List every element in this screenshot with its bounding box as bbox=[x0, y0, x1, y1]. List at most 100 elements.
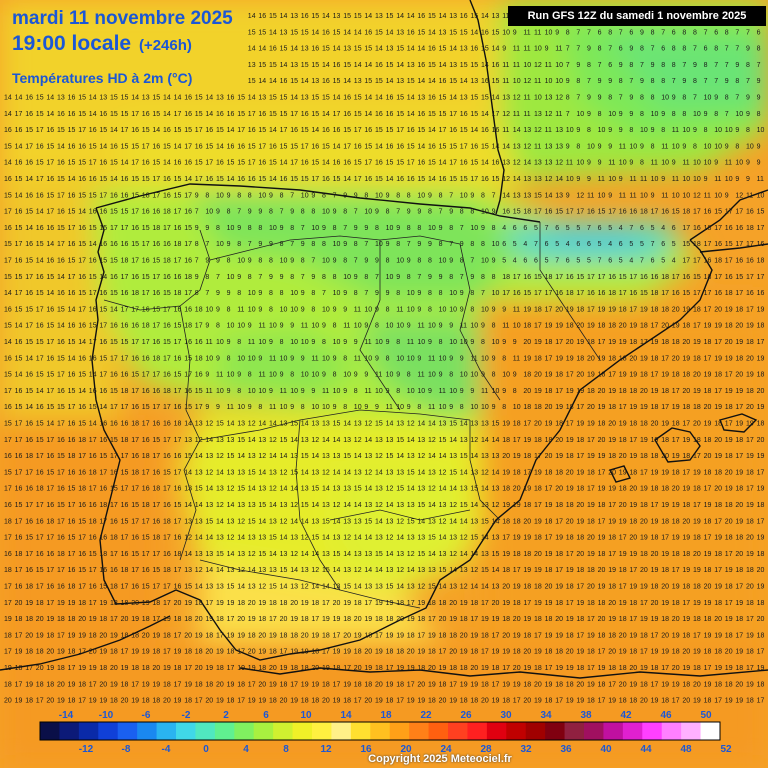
grid-value: 14 bbox=[492, 518, 500, 525]
grid-value: 16 bbox=[184, 388, 192, 395]
grid-value: 8 bbox=[428, 209, 432, 216]
grid-value: 19 bbox=[576, 518, 584, 525]
grid-value: 18 bbox=[555, 600, 563, 607]
grid-value: 10 bbox=[502, 29, 510, 36]
grid-value: 8 bbox=[354, 241, 358, 248]
grid-value: 19 bbox=[322, 616, 330, 623]
grid-value: 18 bbox=[25, 698, 33, 705]
grid-value: 18 bbox=[682, 209, 690, 216]
legend-swatch bbox=[642, 722, 663, 740]
grid-value: 19 bbox=[545, 551, 553, 558]
grid-value: 17 bbox=[672, 437, 680, 444]
legend-swatch bbox=[603, 722, 624, 740]
grid-value: 7 bbox=[301, 274, 305, 281]
grid-value: 14 bbox=[99, 143, 107, 150]
grid-value: 9 bbox=[269, 339, 273, 346]
grid-value: 17 bbox=[396, 127, 404, 134]
grid-value: 8 bbox=[629, 127, 633, 134]
grid-value: 10 bbox=[449, 339, 457, 346]
grid-value: 16 bbox=[407, 29, 415, 36]
grid-value: 16 bbox=[110, 323, 118, 330]
grid-value: 19 bbox=[46, 665, 54, 672]
grid-value: 8 bbox=[460, 209, 464, 216]
grid-value: 9 bbox=[237, 372, 241, 379]
grid-value: 19 bbox=[195, 632, 203, 639]
grid-value: 10 bbox=[343, 274, 351, 281]
grid-value: 9 bbox=[449, 323, 453, 330]
grid-value: 18 bbox=[417, 665, 425, 672]
grid-value: 17 bbox=[152, 551, 160, 558]
grid-value: 12 bbox=[375, 453, 383, 460]
grid-value: 18 bbox=[672, 600, 680, 607]
grid-value: 11 bbox=[672, 176, 679, 183]
grid-value: 17 bbox=[682, 225, 690, 232]
grid-value: 17 bbox=[449, 681, 457, 688]
grid-value: 18 bbox=[131, 290, 139, 297]
grid-value: 8 bbox=[248, 372, 252, 379]
grid-value: 8 bbox=[290, 372, 294, 379]
grid-value: 8 bbox=[396, 388, 400, 395]
grid-value: 17 bbox=[608, 209, 616, 216]
grid-value: 16 bbox=[163, 241, 171, 248]
grid-value: 18 bbox=[68, 649, 76, 656]
grid-value: 15 bbox=[322, 567, 330, 574]
grid-value: 18 bbox=[619, 486, 627, 493]
grid-value: 17 bbox=[46, 486, 54, 493]
grid-value: 16 bbox=[4, 176, 12, 183]
grid-value: 12 bbox=[269, 437, 277, 444]
grid-value: 20 bbox=[502, 453, 510, 460]
grid-value: 20 bbox=[354, 665, 362, 672]
grid-value: 19 bbox=[640, 584, 648, 591]
grid-value: 10 bbox=[301, 192, 309, 199]
grid-value: 17 bbox=[46, 209, 54, 216]
grid-value: 16 bbox=[57, 258, 65, 265]
grid-value: 9 bbox=[216, 306, 220, 313]
grid-value: 20 bbox=[131, 600, 139, 607]
grid-value: 17 bbox=[36, 584, 44, 591]
grid-value: 15 bbox=[110, 95, 118, 102]
grid-value: 19 bbox=[629, 502, 637, 509]
grid-value: 8 bbox=[449, 225, 453, 232]
grid-value: 18 bbox=[640, 502, 648, 509]
grid-value: 18 bbox=[534, 535, 542, 542]
grid-value: 17 bbox=[142, 143, 150, 150]
grid-value: 20 bbox=[439, 698, 447, 705]
grid-value: 13 bbox=[184, 437, 192, 444]
legend-swatch bbox=[117, 722, 138, 740]
grid-value: 19 bbox=[619, 518, 627, 525]
grid-value: 9 bbox=[227, 290, 231, 297]
grid-value: 15 bbox=[386, 453, 394, 460]
grid-value: 16 bbox=[46, 551, 54, 558]
grid-value: 19 bbox=[587, 551, 595, 558]
grid-value: 16 bbox=[110, 469, 118, 476]
grid-value: 14 bbox=[470, 584, 478, 591]
grid-value: 16 bbox=[174, 225, 182, 232]
grid-value: 16 bbox=[57, 339, 65, 346]
grid-value: 10 bbox=[598, 192, 606, 199]
grid-value: 10 bbox=[714, 192, 722, 199]
grid-value: 8 bbox=[672, 46, 676, 53]
grid-value: 19 bbox=[714, 665, 722, 672]
grid-value: 18 bbox=[290, 632, 298, 639]
grid-value: 13 bbox=[523, 176, 531, 183]
legend-swatch bbox=[137, 722, 158, 740]
grid-value: 17 bbox=[672, 567, 680, 574]
grid-value: 18 bbox=[661, 486, 669, 493]
grid-value: 17 bbox=[598, 518, 606, 525]
grid-value: 9 bbox=[714, 95, 718, 102]
grid-value: 13 bbox=[354, 518, 362, 525]
grid-value: 20 bbox=[36, 616, 44, 623]
grid-value: 18 bbox=[640, 632, 648, 639]
grid-value: 17 bbox=[725, 372, 733, 379]
grid-value: 13 bbox=[205, 453, 213, 460]
grid-value: 18 bbox=[619, 306, 627, 313]
grid-value: 17 bbox=[99, 469, 107, 476]
grid-value: 16 bbox=[121, 176, 129, 183]
grid-value: 17 bbox=[576, 404, 584, 411]
grid-value: 13 bbox=[333, 13, 341, 20]
grid-value: 17 bbox=[576, 584, 584, 591]
grid-value: 18 bbox=[439, 632, 447, 639]
grid-value: 19 bbox=[25, 681, 33, 688]
grid-value: 14 bbox=[258, 518, 266, 525]
grid-value: 17 bbox=[131, 111, 139, 118]
